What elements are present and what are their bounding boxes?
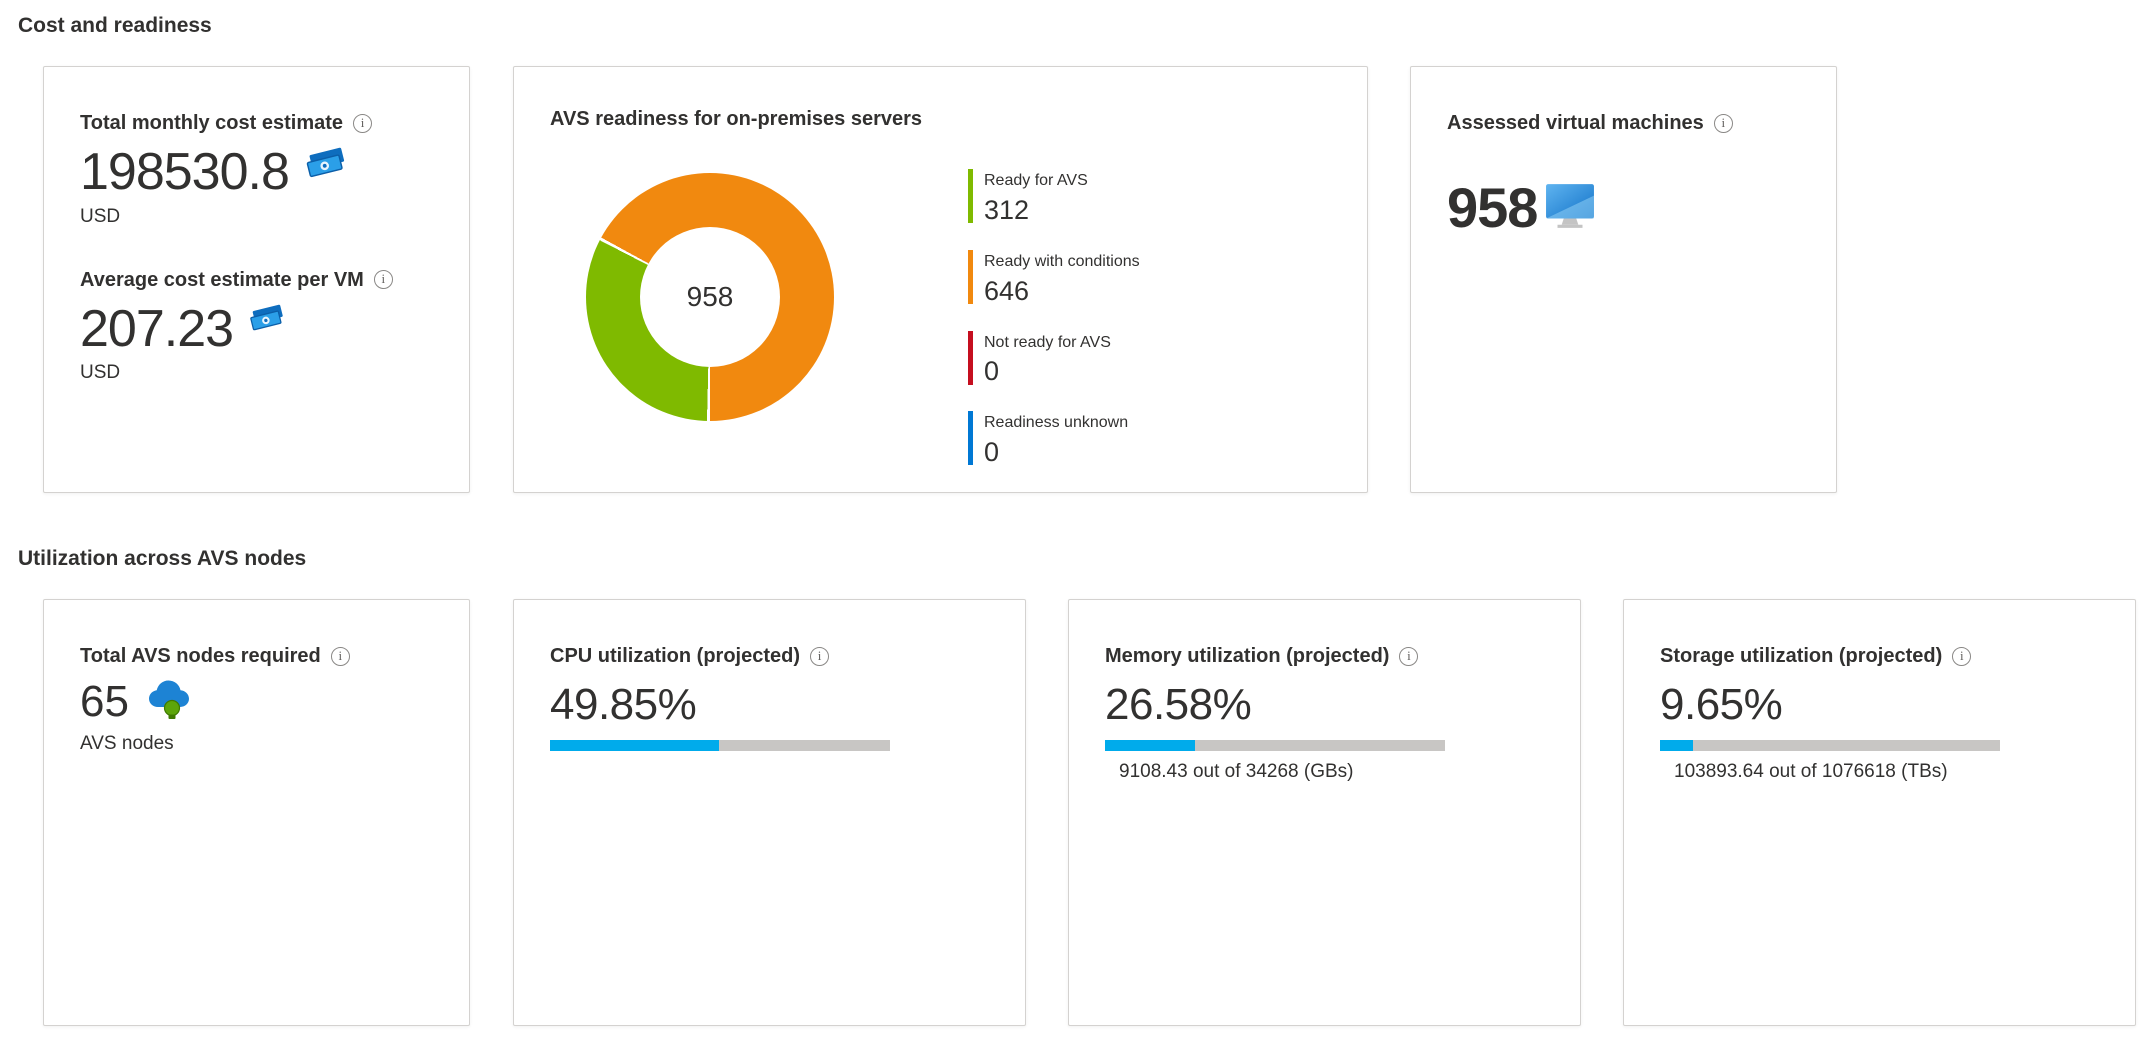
legend-item-ready: Ready for AVS 312 (968, 169, 1140, 226)
cpu-utilization-label: CPU utilization (projected) (550, 645, 800, 667)
cost-estimate-card: Total monthly cost estimate i 198530.8 (43, 66, 470, 493)
per-vm-cost-label: Average cost estimate per VM (80, 268, 364, 291)
memory-utilization-label: Memory utilization (projected) (1105, 645, 1390, 667)
money-icon (303, 145, 349, 186)
legend-item-not-ready: Not ready for AVS 0 (968, 330, 1140, 388)
memory-utilization-card: Memory utilization (projected) i 26.58% … (1068, 599, 1581, 1026)
info-icon[interactable]: i (810, 646, 829, 666)
donut-center-total: 958 (640, 227, 780, 367)
virtual-machine-icon (1545, 183, 1595, 234)
legend-item-ready-conditions: Ready with conditions 646 (968, 249, 1140, 307)
legend-label: Ready with conditions (984, 252, 1140, 270)
legend-label: Ready for AVS (984, 172, 1088, 189)
cpu-utilization-card: CPU utilization (projected) i 49.85% (513, 599, 1026, 1026)
assessed-vms-card: Assessed virtual machines i 958 (1410, 66, 1837, 493)
readiness-card-title: AVS readiness for on-premises servers (550, 108, 923, 130)
storage-utilization-bar (1660, 740, 2000, 751)
avs-nodes-card: Total AVS nodes required i 65 AVS nodes (43, 599, 470, 1026)
cpu-utilization-value: 49.85% (550, 680, 697, 729)
assessed-vms-label: Assessed virtual machines (1447, 112, 1704, 134)
section-title-utilization: Utilization across AVS nodes (18, 547, 307, 570)
info-icon[interactable]: i (330, 646, 350, 666)
per-vm-cost-currency: USD (80, 362, 121, 384)
per-vm-cost-value: 207.23 (80, 299, 234, 358)
legend-label: Not ready for AVS (984, 333, 1111, 351)
avs-readiness-card: AVS readiness for on-premises servers 95… (513, 66, 1368, 493)
monthly-cost-value: 198530.8 (80, 143, 290, 201)
legend-value: 0 (984, 356, 1000, 387)
storage-utilization-value: 9.65% (1660, 680, 1783, 729)
readiness-donut-chart: 958 (586, 173, 834, 421)
storage-utilization-card: Storage utilization (projected) i 9.65% … (1623, 599, 2136, 1026)
storage-utilization-label: Storage utilization (projected) (1660, 645, 1943, 667)
legend-label: Readiness unknown (984, 414, 1129, 432)
cpu-utilization-bar (550, 740, 890, 751)
cpu-utilization-bar-fill (550, 740, 720, 751)
monthly-cost-currency: USD (80, 205, 121, 227)
info-icon[interactable]: i (1399, 646, 1419, 666)
memory-utilization-value: 26.58% (1105, 680, 1252, 729)
legend-color-ready-conditions (968, 249, 973, 304)
avs-nodes-unit: AVS nodes (80, 733, 174, 754)
storage-utilization-detail: 103893.64 out of 1076618 (TBs) (1674, 761, 1948, 782)
legend-value: 0 (984, 437, 1000, 468)
info-icon[interactable]: i (353, 113, 373, 133)
money-icon (247, 302, 287, 339)
per-vm-cost-block: Average cost estimate per VM i 207.23 (80, 268, 433, 385)
monthly-cost-block: Total monthly cost estimate i 198530.8 (80, 111, 433, 228)
legend-value: 646 (984, 275, 1030, 306)
info-icon[interactable]: i (373, 270, 393, 290)
memory-utilization-bar (1105, 740, 1445, 751)
utilization-row: Total AVS nodes required i 65 AVS nodes … (43, 599, 2147, 1026)
avs-node-cloud-icon (145, 676, 197, 727)
avs-nodes-label: Total AVS nodes required (80, 645, 321, 667)
avs-nodes-value: 65 (80, 676, 129, 726)
legend-item-unknown: Readiness unknown 0 (968, 411, 1140, 468)
cost-readiness-row: Total monthly cost estimate i 198530.8 (43, 66, 2147, 493)
legend-value: 312 (984, 194, 1030, 225)
assessed-vms-value: 958 (1447, 176, 1538, 239)
legend-color-ready (968, 169, 973, 223)
memory-utilization-detail: 9108.43 out of 34268 (GBs) (1119, 761, 1354, 782)
monthly-cost-label: Total monthly cost estimate (80, 112, 344, 134)
info-icon[interactable]: i (1952, 646, 1972, 666)
section-title-cost-readiness: Cost and readiness (18, 14, 212, 37)
info-icon[interactable]: i (1713, 113, 1733, 133)
readiness-legend: Ready for AVS 312 Ready with conditions … (968, 169, 1140, 492)
storage-utilization-bar-fill (1660, 740, 1693, 751)
memory-utilization-bar-fill (1105, 740, 1196, 751)
legend-color-not-ready (968, 330, 973, 385)
legend-color-unknown (968, 411, 973, 466)
